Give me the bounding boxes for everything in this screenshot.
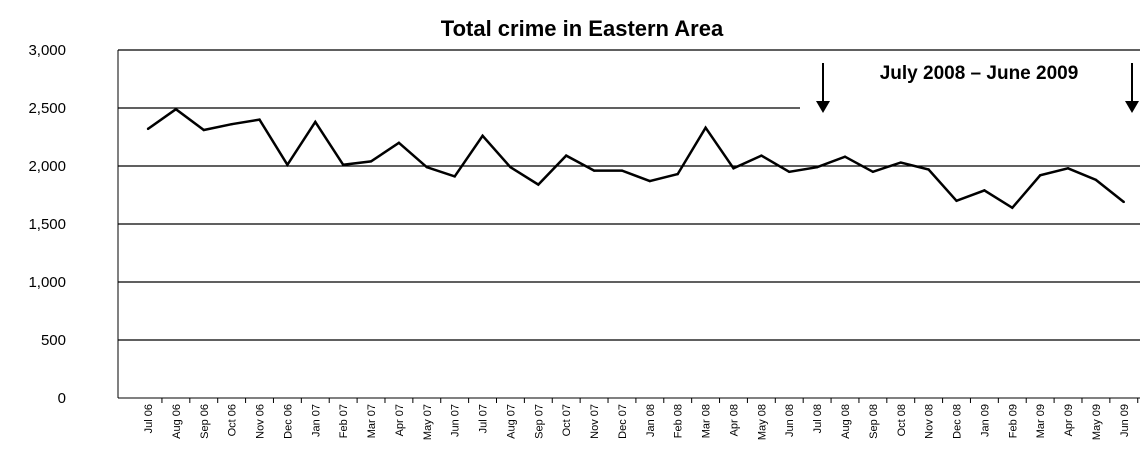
x-axis-ticks: Jul 06 Aug 06 Sep 06 Oct 06 Nov 06 Dec 06 Jan …: [143, 398, 1139, 440]
data-point: [341, 163, 345, 167]
chart-title: Total crime in Eastern Area: [441, 16, 724, 41]
data-point: [453, 175, 456, 178]
x-tick-label: May 08: [756, 404, 768, 440]
data-point: [202, 128, 205, 132]
data-point: [871, 170, 875, 173]
data-point: [369, 160, 373, 163]
data-points: [146, 107, 1126, 209]
data-point: [537, 183, 540, 186]
data-point: [983, 189, 986, 192]
x-tick-label: Jul 07: [478, 404, 490, 433]
x-tick-label: Aug 06: [171, 404, 183, 439]
x-tick-label: Mar 08: [701, 404, 713, 438]
x-tick-label: Jan 09: [979, 404, 991, 437]
data-point: [1094, 178, 1098, 182]
data-point: [1122, 200, 1126, 204]
x-tick-label: Jun 09: [1119, 404, 1131, 437]
x-tick-label: Aug 08: [840, 404, 852, 439]
data-point: [648, 179, 652, 183]
x-tick-label: May 07: [422, 404, 434, 440]
data-point: [788, 170, 791, 173]
x-tick-label: Feb 07: [338, 404, 350, 438]
data-point: [258, 118, 261, 121]
x-tick-label: Sep 07: [533, 404, 545, 439]
x-tick-label: Jun 07: [450, 404, 462, 437]
x-tick-label: Oct 08: [896, 404, 908, 436]
data-point: [509, 165, 512, 169]
gridlines: [118, 49, 1140, 341]
y-tick-label: 500: [41, 332, 66, 349]
data-point: [704, 126, 707, 129]
period-end-arrow-icon: [1125, 63, 1139, 113]
x-tick-label: Apr 08: [728, 404, 740, 436]
x-tick-label: Oct 07: [561, 404, 573, 436]
data-point: [1011, 206, 1014, 209]
y-tick-label: 1,500: [28, 216, 66, 233]
data-point: [146, 127, 150, 131]
data-point: [676, 172, 679, 176]
x-tick-label: Nov 07: [589, 404, 601, 439]
x-tick-label: Mar 07: [366, 404, 378, 438]
x-tick-label: Sep 08: [868, 404, 880, 439]
data-point: [314, 120, 317, 124]
y-tick-label: 2,500: [28, 100, 66, 117]
y-tick-label: 2,000: [28, 158, 66, 175]
data-point: [927, 168, 930, 171]
x-tick-label: Oct 06: [227, 404, 239, 436]
x-tick-label: Feb 09: [1007, 404, 1019, 438]
annotation-background: [800, 52, 1140, 122]
x-tick-label: Sep 06: [199, 404, 211, 439]
series-line: [147, 107, 1125, 210]
data-point: [843, 155, 847, 158]
x-tick-label: Jun 08: [784, 404, 796, 437]
x-tick-label: Mar 09: [1035, 404, 1047, 438]
data-point: [565, 154, 568, 157]
data-point: [815, 165, 819, 169]
data-point: [481, 134, 484, 138]
x-tick-label: Nov 06: [255, 404, 267, 439]
x-tick-label: Apr 09: [1063, 404, 1075, 436]
x-tick-label: Jan 07: [310, 404, 322, 437]
y-axis-ticks: 0 500 1,000 1,500 2,000 2,500 3,000: [28, 42, 66, 407]
x-tick-label: Apr 07: [394, 404, 406, 436]
x-tick-label: Dec 08: [952, 404, 964, 439]
y-tick-label: 3,000: [28, 42, 66, 59]
data-point: [230, 123, 233, 126]
x-tick-label: Jan 08: [645, 404, 657, 437]
x-tick-label: Nov 08: [924, 404, 936, 439]
data-point: [620, 169, 624, 172]
x-tick-label: Jul 08: [812, 404, 824, 433]
y-tick-label: 1,000: [28, 274, 66, 291]
x-tick-label: Dec 06: [282, 404, 294, 439]
data-point: [760, 154, 763, 157]
data-point: [174, 107, 178, 111]
data-point: [899, 161, 902, 164]
data-point: [732, 167, 735, 170]
x-tick-label: Aug 07: [505, 404, 517, 439]
data-point: [955, 199, 958, 202]
data-point: [1038, 174, 1042, 177]
y-tick-label: 0: [58, 390, 66, 407]
x-tick-label: Dec 07: [617, 404, 629, 439]
period-start-arrow-icon: [816, 63, 830, 113]
x-tick-label: Feb 08: [673, 404, 685, 438]
x-tick-label: Jul 06: [143, 404, 155, 433]
x-tick-label: May 09: [1091, 404, 1103, 440]
data-point: [397, 141, 401, 144]
data-point: [592, 169, 596, 172]
data-point: [286, 163, 289, 167]
data-point: [425, 165, 428, 169]
data-point: [1066, 167, 1070, 170]
period-annotation: July 2008 – June 2009: [880, 63, 1079, 84]
